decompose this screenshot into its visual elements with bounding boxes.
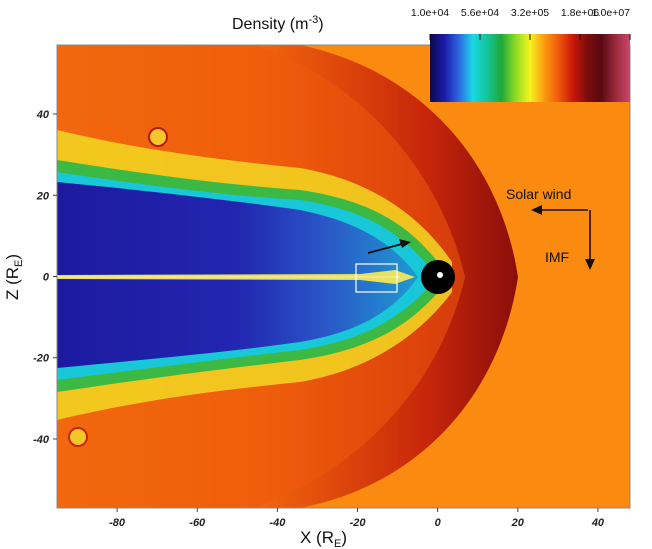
x-axis-label-sub: E [334,538,341,549]
y-axis-ticks: 40 20 0 -20 -40 [33,109,57,446]
colorbar-tick-label: 1.8e+06 [561,7,599,19]
x-tick-label: 0 [435,517,442,529]
x-axis-label-main: X (R [300,528,334,547]
solar-wind-arrow [531,205,588,215]
colorbar: 1.0e+04 5.6e+04 3.2e+05 1.8e+061.0e+07 [411,7,631,102]
title-sup: -3 [308,14,318,26]
x-axis-ticks: -80 -60 -40 -20 0 20 40 [109,508,605,529]
title-main: Density (m [232,16,308,33]
colorbar-tick-label: 5.6e+04 [461,7,499,19]
y-tick-label: -20 [33,353,50,365]
solar-wind-label: Solar wind [506,186,571,202]
colorbar-ticks: 1.0e+04 5.6e+04 3.2e+05 1.8e+061.0e+07 [411,7,631,40]
plot-area [57,45,630,508]
x-tick-label: 20 [511,517,525,529]
y-axis-label-main: Z (R [3,267,22,300]
colorbar-rect [430,34,630,102]
x-tick-label: -80 [109,517,126,529]
title-end: ) [318,16,323,33]
imf-label: IMF [545,249,569,265]
colorbar-tick-label: 1.0e+07 [592,7,630,19]
earth-marker [421,260,455,294]
y-axis-label: Z (RE) [3,254,25,300]
y-axis-label-sub: E [13,260,25,267]
y-tick-label: 40 [36,109,50,121]
vortex-bottom [68,427,88,447]
vortex-top [148,127,168,147]
x-tick-label: -60 [189,517,206,529]
zoom-box [355,263,398,293]
x-axis-label-end: ) [341,528,347,547]
x-axis-label: X (RE) [300,528,347,549]
x-tick-label: -40 [269,517,286,529]
y-tick-label: -40 [33,434,50,446]
y-axis-label-end: ) [3,254,22,260]
colorbar-tick-label: 1.0e+04 [411,7,449,19]
colorbar-tick-label: 3.2e+05 [511,7,549,19]
flow-arrow [367,239,411,254]
imf-arrow [585,210,595,270]
earth-highlight [437,272,443,278]
chart-title: Density (m-3) [232,14,324,33]
y-tick-label: 20 [36,190,50,202]
x-tick-label: 40 [591,517,605,529]
y-tick-label: 0 [43,272,50,284]
x-tick-label: -20 [350,517,367,529]
